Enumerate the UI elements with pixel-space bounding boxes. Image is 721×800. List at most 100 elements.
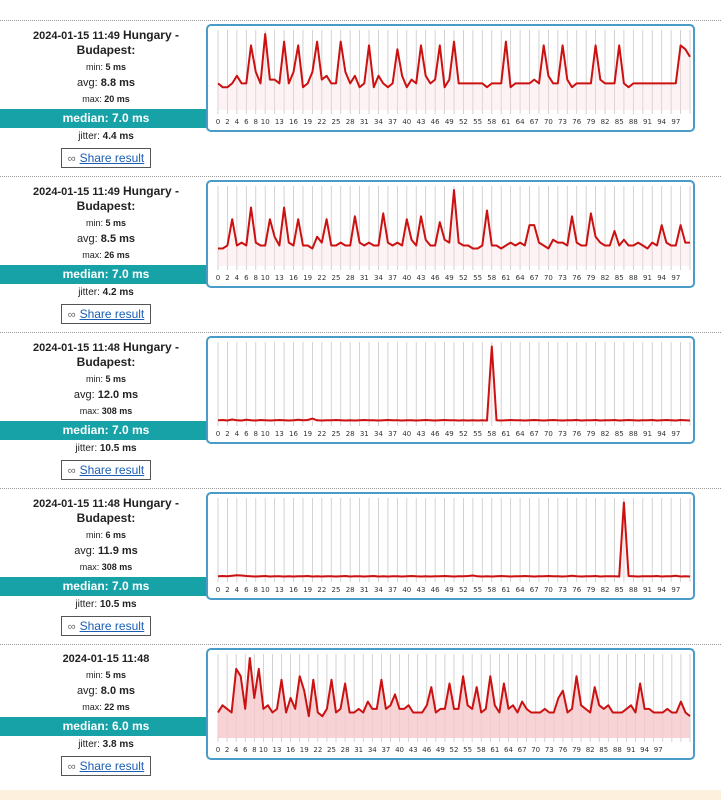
latency-chart: 0 2 4 6 8 10 13 16 19 22 25 28 31 34 37 40 43 46 49 52 55 58 6… [206,492,695,600]
x-tick-label: 37 [381,746,390,754]
jitter-latency: jitter: 4.2 ms [78,287,134,298]
share-result-button[interactable]: ∞ Share result [60,460,152,480]
latency-area [218,34,690,110]
jitter-latency-value: 10.5 ms [99,599,137,610]
x-tick-label: 4 [235,118,240,126]
x-tick-label: 88 [629,586,638,594]
x-tick-label: 85 [615,586,624,594]
x-tick-label: 79 [586,586,595,594]
x-tick-label: 16 [289,430,298,438]
x-tick-label: 46 [422,746,431,754]
x-tick-label: 58 [487,586,496,594]
latency-chart-svg: 0 2 4 6 8 10 13 16 19 22 25 28 31 34 37 40 43 46 49 52 55 58 6… [216,30,691,126]
x-tick-label: 94 [657,430,666,438]
x-tick-label: 58 [487,274,496,282]
share-result-label: Share result [79,307,145,321]
result-summary: 2024-01-15 11:49 Hungary - Budapest: min:… [0,28,212,168]
result-separator [0,644,721,645]
latency-area [218,190,690,266]
avg-latency: avg: 8.8 ms [76,77,136,89]
x-tick-label: 2 [225,746,229,754]
latency-line [218,189,690,250]
x-tick-label: 97 [671,586,680,594]
x-tick-label: 70 [544,586,553,594]
result-timestamp: 2024-01-15 11:48 [62,653,150,665]
grid-lines [217,498,691,582]
latency-line [217,501,691,578]
x-tick-label: 4 [235,586,240,594]
min-latency-value: 5 ms [105,62,127,72]
jitter-latency: jitter: 3.8 ms [78,739,134,750]
x-tick-label: 61 [490,746,499,754]
max-latency-value: 308 ms [101,562,133,572]
x-tick-label: 67 [530,274,539,282]
x-tick-label: 61 [501,586,510,594]
latency-chart-svg: 0 2 4 6 8 10 13 16 19 22 25 28 31 34 37 40 43 46 49 52 55 58 6… [216,654,691,754]
jitter-latency-value: 4.2 ms [102,287,134,298]
x-tick-label: 70 [544,430,553,438]
x-tick-label: 13 [275,118,284,126]
x-axis-ticks: 0 2 4 6 8 10 13 16 19 22 25 28 31 34 37 40 43 46 49 52 55 58 6… [216,586,681,594]
x-axis-ticks: 0 2 4 6 8 10 13 16 19 22 25 28 31 34 37 40 43 46 49 52 55 58 6… [216,118,681,126]
median-latency: median: 7.0 ms [0,265,212,284]
x-tick-label: 16 [289,274,298,282]
jitter-latency-value: 10.5 ms [99,443,137,454]
share-result-button[interactable]: ∞ Share result [60,148,152,168]
x-tick-label: 0 [216,586,220,594]
x-tick-label: 97 [654,746,663,754]
x-tick-label: 22 [317,430,326,438]
x-tick-label: 49 [436,746,445,754]
share-result-button[interactable]: ∞ Share result [60,616,152,636]
x-tick-label: 19 [303,430,312,438]
latency-area [218,658,690,738]
x-tick-label: 22 [313,746,322,754]
result-title: 2024-01-15 11:49 Hungary - Budapest: [16,28,196,58]
x-tick-label: 8 [254,586,258,594]
x-tick-label: 40 [402,118,411,126]
link-icon: ∞ [67,621,76,633]
result-separator [0,332,721,333]
x-tick-label: 40 [402,274,411,282]
x-tick-label: 28 [341,746,350,754]
share-result-button[interactable]: ∞ Share result [60,756,152,776]
x-tick-label: 79 [572,746,581,754]
x-tick-label: 85 [615,118,624,126]
x-tick-label: 0 [216,118,220,126]
x-tick-label: 61 [501,118,510,126]
x-tick-label: 4 [234,746,239,754]
x-tick-label: 40 [402,586,411,594]
share-result-button[interactable]: ∞ Share result [60,304,152,324]
max-latency-value: 26 ms [104,250,130,260]
x-tick-label: 22 [317,586,326,594]
x-tick-label: 13 [275,274,284,282]
x-tick-label: 16 [286,746,295,754]
x-tick-label: 31 [360,586,369,594]
max-latency-value: 22 ms [104,702,130,712]
grid-lines [217,186,691,270]
min-latency-value: 5 ms [105,670,127,680]
x-tick-label: 25 [332,118,341,126]
x-tick-label: 4 [235,430,240,438]
x-tick-label: 82 [601,586,610,594]
avg-latency-value: 8.5 ms [100,233,136,245]
x-tick-label: 64 [516,274,525,282]
link-icon: ∞ [67,761,76,773]
share-result-label: Share result [79,759,145,773]
median-latency: median: 7.0 ms [0,109,212,128]
x-tick-label: 46 [431,586,440,594]
x-tick-label: 58 [477,746,486,754]
avg-latency-value: 12.0 ms [97,389,139,401]
result-summary: 2024-01-15 11:49 Hungary - Budapest: min:… [0,184,212,324]
avg-latency-value: 8.8 ms [100,77,136,89]
latency-line [217,345,691,422]
x-tick-label: 91 [643,118,652,126]
x-tick-label: 6 [244,118,249,126]
x-tick-label: 28 [346,430,355,438]
x-tick-label: 79 [586,430,595,438]
x-tick-label: 13 [273,746,282,754]
x-tick-label: 2 [225,274,229,282]
x-tick-label: 64 [516,118,525,126]
x-tick-label: 94 [657,274,666,282]
x-tick-label: 28 [346,586,355,594]
x-tick-label: 25 [332,274,341,282]
